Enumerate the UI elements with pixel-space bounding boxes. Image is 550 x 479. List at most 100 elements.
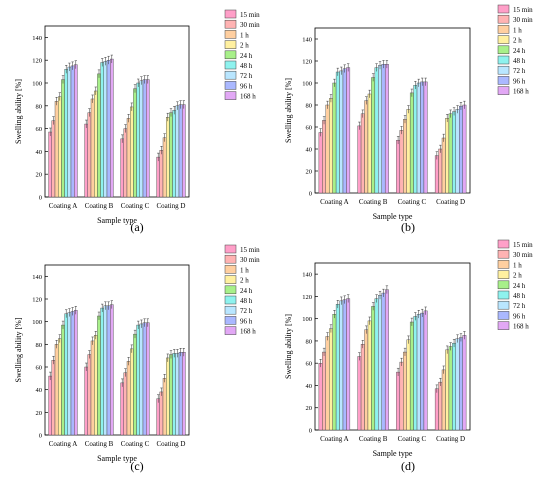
y-tick-label: 80 <box>36 342 43 349</box>
legend-label: 1 h <box>513 26 522 34</box>
y-tick-label: 40 <box>36 387 43 394</box>
legend-label: 15 min <box>513 6 533 14</box>
legend-swatch <box>497 249 510 259</box>
bar <box>374 298 379 431</box>
legend-label: 30 min <box>240 21 260 29</box>
y-tick-label: 0 <box>309 191 312 198</box>
bar <box>87 112 92 198</box>
bar <box>462 104 467 194</box>
bar <box>61 79 65 198</box>
bar <box>413 316 418 431</box>
bar <box>448 346 453 431</box>
bar <box>384 64 389 194</box>
bar <box>123 128 128 198</box>
bar <box>409 92 414 194</box>
bar <box>329 328 333 431</box>
bar <box>84 123 88 198</box>
bar <box>162 137 167 198</box>
bar <box>441 137 446 194</box>
legend-label: 30 min <box>513 251 533 259</box>
y-tick-label: 0 <box>39 195 42 202</box>
bar <box>459 105 463 194</box>
bar <box>381 64 386 194</box>
x-tick-label: Coating B <box>359 198 388 206</box>
legend-label: 1 h <box>240 31 249 39</box>
y-tick-label: 140 <box>302 37 312 44</box>
bar <box>416 314 421 431</box>
bar <box>175 353 180 436</box>
bar <box>396 139 401 194</box>
bar <box>325 336 330 431</box>
legend-label: 168 h <box>240 93 256 101</box>
y-tick-label: 20 <box>36 410 43 417</box>
panel-label: (a) <box>130 220 143 234</box>
x-tick-label: Coating D <box>157 440 186 448</box>
bar <box>445 117 450 194</box>
bar <box>103 305 108 436</box>
bar <box>175 105 180 198</box>
x-tick-label: Coating A <box>320 198 349 206</box>
plot-frame <box>44 25 190 198</box>
y-axis-label: Swelling ability [%] <box>284 78 293 143</box>
legend-swatch <box>497 239 510 249</box>
bar <box>318 132 323 194</box>
x-tick-label: Coating D <box>436 435 465 443</box>
bar <box>54 101 59 198</box>
bar <box>364 329 369 431</box>
legend-swatch <box>224 326 237 335</box>
legend-label: 2 h <box>240 277 249 285</box>
bar <box>100 62 104 198</box>
legend-label: 15 min <box>240 11 260 19</box>
bar <box>378 65 382 194</box>
legend-swatch <box>224 30 237 39</box>
legend-swatch <box>497 25 510 34</box>
x-axis-label: Sample type <box>373 449 413 458</box>
bar <box>58 338 62 436</box>
bar <box>318 363 323 431</box>
legend-swatch <box>224 81 237 90</box>
bar <box>126 118 131 198</box>
bar <box>322 351 326 431</box>
legend-swatch <box>224 60 237 70</box>
y-tick-label: 60 <box>36 126 43 133</box>
legend-swatch <box>224 19 237 29</box>
x-tick-label: Coating D <box>157 202 186 210</box>
bar <box>162 378 167 436</box>
bar <box>367 93 372 194</box>
legend-label: 2 h <box>513 272 522 280</box>
legend-label: 168 h <box>513 88 529 96</box>
bar <box>374 67 379 194</box>
bar <box>103 61 108 198</box>
legend-swatch <box>497 270 510 279</box>
legend-label: 48 h <box>513 57 526 65</box>
bar <box>448 113 453 194</box>
x-axis-label: Sample type <box>97 454 137 463</box>
bar <box>339 300 344 431</box>
bar <box>413 84 418 194</box>
bar <box>346 67 351 194</box>
legend-swatch <box>224 40 237 49</box>
bar <box>70 65 75 198</box>
bar <box>169 354 173 436</box>
x-tick-label: Coating C <box>398 198 427 206</box>
y-tick-label: 80 <box>36 103 43 110</box>
x-tick-label: Coating A <box>49 202 78 210</box>
y-tick-label: 80 <box>306 338 313 345</box>
bar <box>73 310 78 436</box>
bar <box>172 110 177 198</box>
bar <box>332 82 337 194</box>
chart-panel: 0 20 40 60 80 100 120 140 Swelling ability [%] Co… <box>284 239 533 473</box>
legend-swatch <box>497 76 510 85</box>
x-tick-label: Coating B <box>85 440 114 448</box>
y-tick-label: 0 <box>309 428 312 435</box>
bar <box>97 315 101 436</box>
bar <box>159 150 164 198</box>
plot-frame <box>44 264 190 436</box>
y-tick-label: 40 <box>306 147 313 154</box>
bar <box>48 131 52 198</box>
bar <box>332 314 337 431</box>
bar <box>90 98 95 198</box>
legend-swatch <box>497 300 510 310</box>
bar <box>67 66 72 198</box>
